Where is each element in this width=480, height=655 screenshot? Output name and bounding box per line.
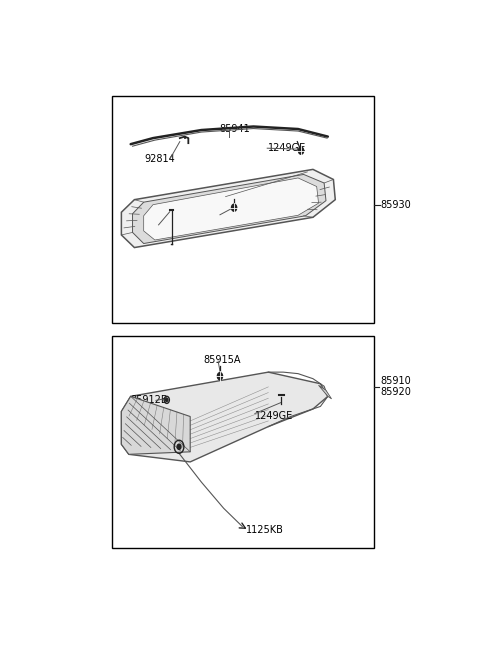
Polygon shape: [144, 178, 319, 240]
Polygon shape: [319, 385, 332, 399]
Text: 85920: 85920: [381, 387, 411, 398]
Polygon shape: [121, 170, 335, 248]
Text: 85915A: 85915A: [203, 354, 240, 365]
Circle shape: [166, 398, 168, 402]
Text: 85930: 85930: [381, 200, 411, 210]
Bar: [112, 336, 374, 548]
Text: 85939C: 85939C: [221, 212, 258, 222]
Text: 85941: 85941: [219, 124, 250, 134]
Text: 85936B: 85936B: [132, 220, 170, 230]
Bar: [112, 96, 374, 323]
Text: 85912B: 85912B: [131, 396, 168, 405]
Polygon shape: [132, 174, 326, 244]
Text: 85910: 85910: [381, 376, 411, 386]
Circle shape: [299, 147, 304, 155]
Polygon shape: [121, 372, 328, 462]
Text: 1125KB: 1125KB: [246, 525, 284, 536]
Text: 1249GE: 1249GE: [267, 143, 306, 153]
Circle shape: [217, 373, 223, 380]
Circle shape: [231, 204, 237, 212]
Text: 1249GE: 1249GE: [255, 411, 294, 421]
Text: 92814: 92814: [145, 155, 176, 164]
Circle shape: [177, 444, 181, 449]
Polygon shape: [121, 396, 190, 455]
